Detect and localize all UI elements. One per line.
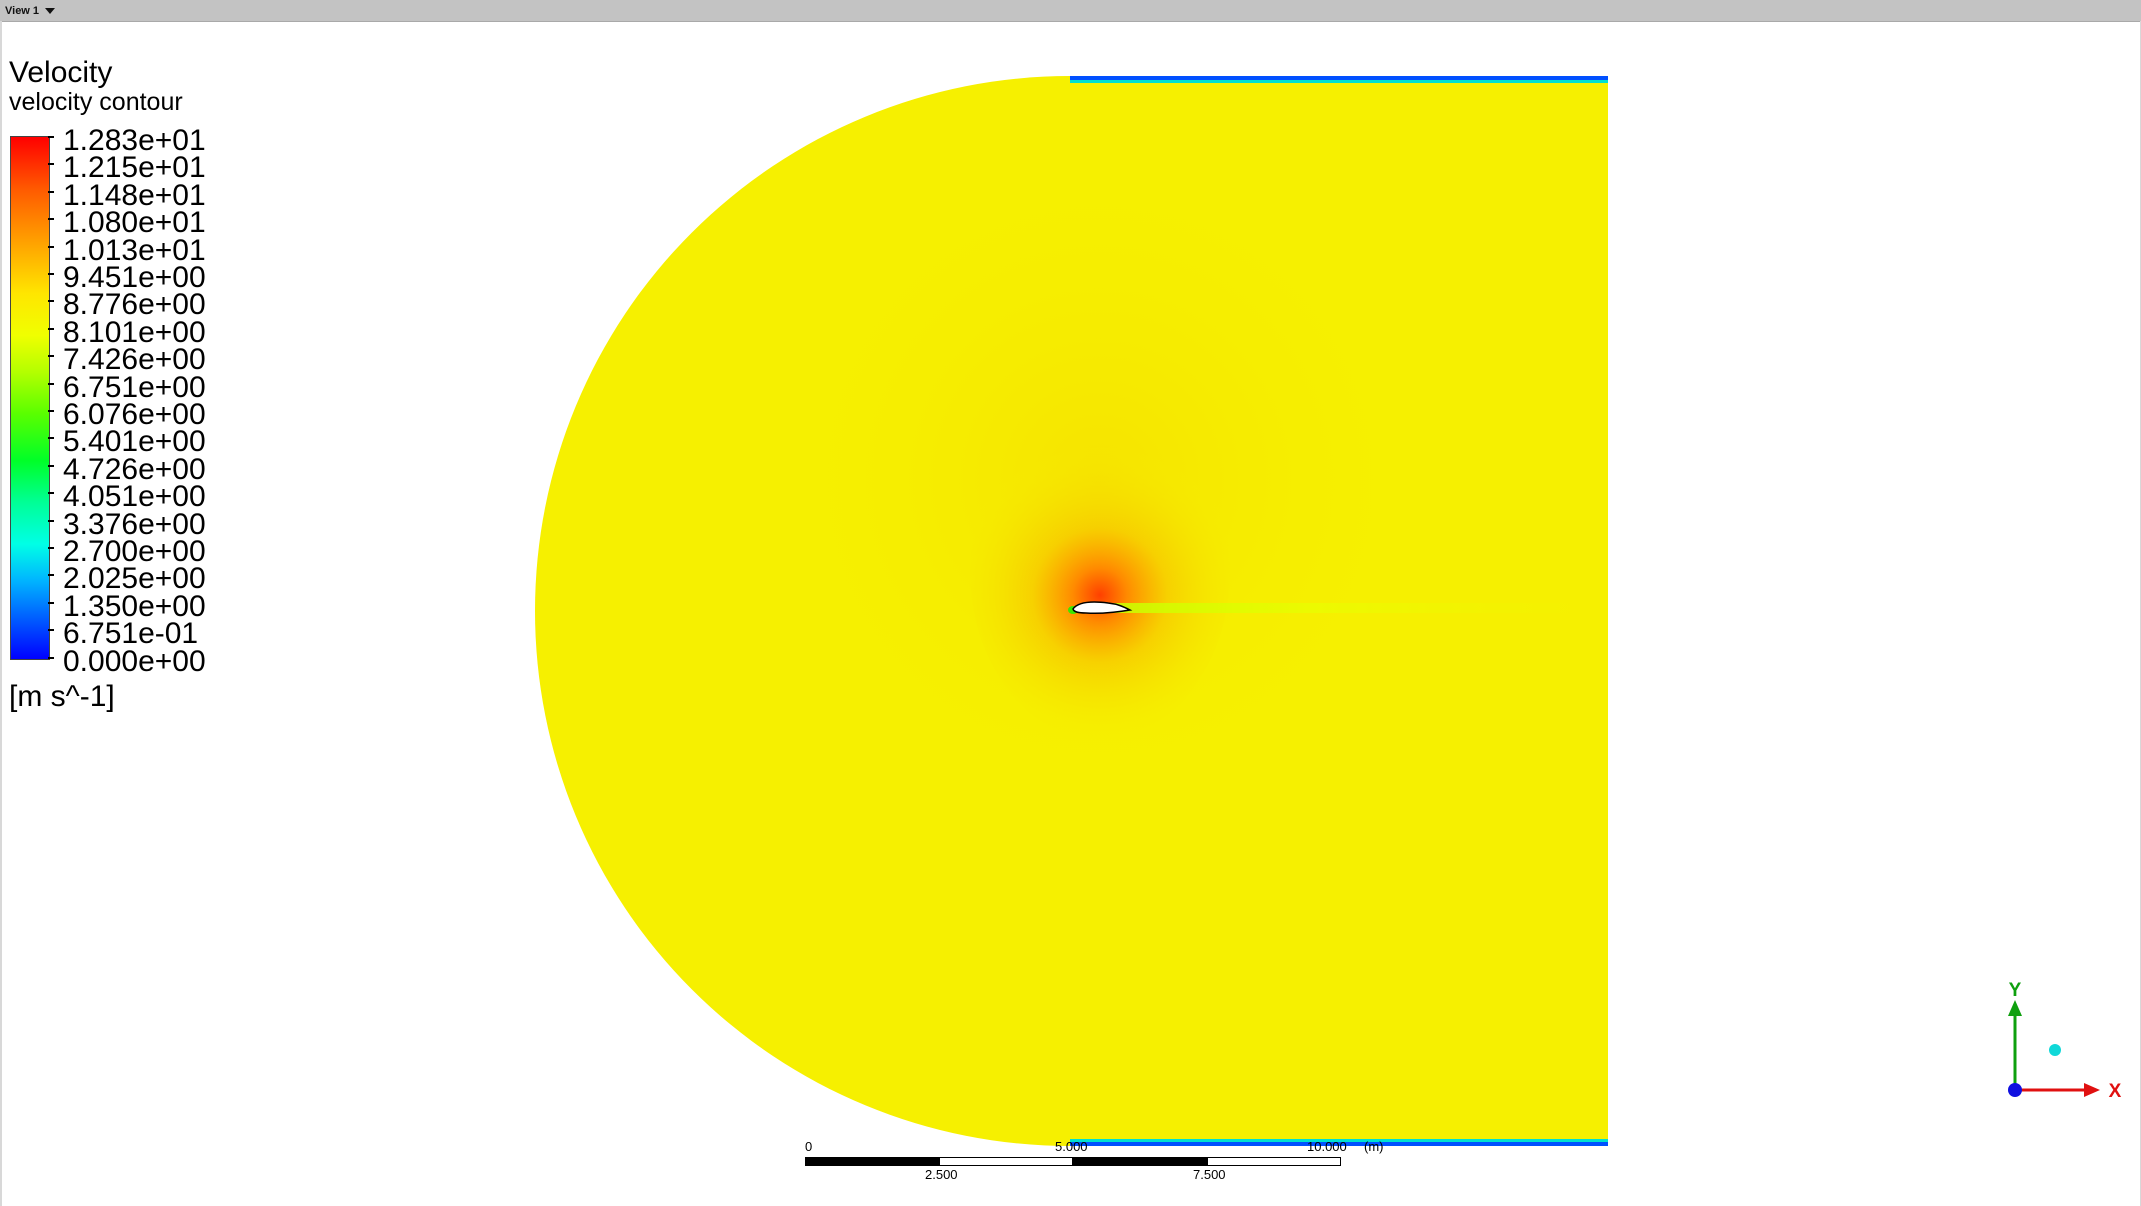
legend-units: [m s^-1] <box>9 680 115 713</box>
legend-tick <box>48 574 54 577</box>
legend-level-label: 4.051e+00 <box>63 480 206 514</box>
legend-tick <box>48 355 54 358</box>
legend-tick <box>48 245 54 248</box>
view-tab-label: View 1 <box>5 4 40 17</box>
legend-level-label: 6.751e-01 <box>63 617 199 651</box>
scale-label-7-5: 7.500 <box>1193 1167 1226 1182</box>
legend-tick <box>48 629 54 632</box>
viewport-left-edge <box>0 21 2 1206</box>
legend-tick <box>48 464 54 467</box>
legend-level-label: 8.776e+00 <box>63 288 206 322</box>
legend-level-label: 6.076e+00 <box>63 398 206 431</box>
legend-level-label: 3.376e+00 <box>63 507 206 541</box>
legend-tick <box>48 300 54 303</box>
legend-level-label: 2.700e+00 <box>63 535 206 568</box>
top-wall-boundary-layer <box>1070 76 1608 80</box>
bottom-wall-boundary-layer <box>1070 1142 1608 1146</box>
legend-tick <box>48 492 54 495</box>
legend-tick <box>48 656 54 659</box>
legend-tick <box>48 136 54 138</box>
legend-tick <box>48 218 54 221</box>
scale-segment-1 <box>805 1157 939 1166</box>
legend-tick <box>48 163 54 166</box>
bottom-wall-shear-band <box>1070 1139 1608 1142</box>
scale-label-10: 10.000 <box>1307 1139 1347 1154</box>
legend-level-label: 1.148e+01 <box>63 178 206 212</box>
legend-subtitle: velocity contour <box>9 88 183 116</box>
colormap-bar <box>10 136 50 660</box>
legend-level-label: 1.215e+01 <box>63 151 206 185</box>
legend-level-label: 4.726e+00 <box>63 452 206 486</box>
legend-level-label: 2.025e+00 <box>63 562 206 596</box>
x-axis-arrow-icon <box>2084 1083 2100 1097</box>
airfoil[interactable] <box>1072 601 1133 614</box>
top-wall-shear-band <box>1070 80 1608 83</box>
view-selector[interactable]: View 1 <box>5 3 56 18</box>
scale-label-2-5: 2.500 <box>925 1167 958 1182</box>
x-axis-label: X <box>2109 1081 2122 1100</box>
legend-tick <box>48 547 54 549</box>
legend-tick <box>48 519 54 522</box>
view-direction-sphere-icon <box>2049 1044 2061 1056</box>
legend-tick <box>48 601 54 604</box>
scale-segment-3 <box>1073 1157 1207 1166</box>
legend-level-label: 6.751e+00 <box>63 370 206 404</box>
legend-level-label: 9.451e+00 <box>63 261 206 294</box>
legend-tick <box>48 410 54 412</box>
view-toolbar: View 1 <box>0 0 2141 22</box>
z-axis-origin-icon <box>2008 1083 2022 1097</box>
y-axis-label: Y <box>2009 980 2022 1001</box>
legend-tick <box>48 190 54 193</box>
legend-level-label: 1.283e+01 <box>63 124 206 157</box>
chevron-down-icon[interactable] <box>45 7 56 14</box>
legend-level-label: 5.401e+00 <box>63 425 206 459</box>
legend-level-label: 1.080e+01 <box>63 206 206 240</box>
legend-tick <box>48 382 54 385</box>
legend-title: Velocity <box>9 56 113 89</box>
wake-region <box>1110 603 1608 613</box>
scale-segment-4 <box>1207 1157 1341 1166</box>
legend-level-label: 7.426e+00 <box>63 343 206 377</box>
scale-bar: 0 5.000 10.000 (m) 2.500 7.500 <box>805 1135 1384 1181</box>
scale-label-0: 0 <box>805 1139 813 1154</box>
legend-level-label: 1.013e+01 <box>63 233 206 267</box>
legend-level-label: 0.000e+00 <box>63 644 206 678</box>
colormap-ticks <box>48 136 56 660</box>
y-axis-arrow-icon <box>2008 1000 2022 1016</box>
scale-unit: (m) <box>1364 1139 1384 1154</box>
scale-segment-2 <box>939 1157 1073 1166</box>
axis-triad[interactable]: Y X <box>1990 980 2130 1100</box>
leading-edge-high-velocity <box>970 400 1230 740</box>
legend-tick <box>48 327 54 330</box>
legend-tick <box>48 273 54 275</box>
legend-level-label: 1.350e+00 <box>63 589 206 623</box>
legend-tick <box>48 437 54 440</box>
scale-label-5: 5.000 <box>1055 1139 1088 1154</box>
legend-level-label: 8.101e+00 <box>63 315 206 349</box>
